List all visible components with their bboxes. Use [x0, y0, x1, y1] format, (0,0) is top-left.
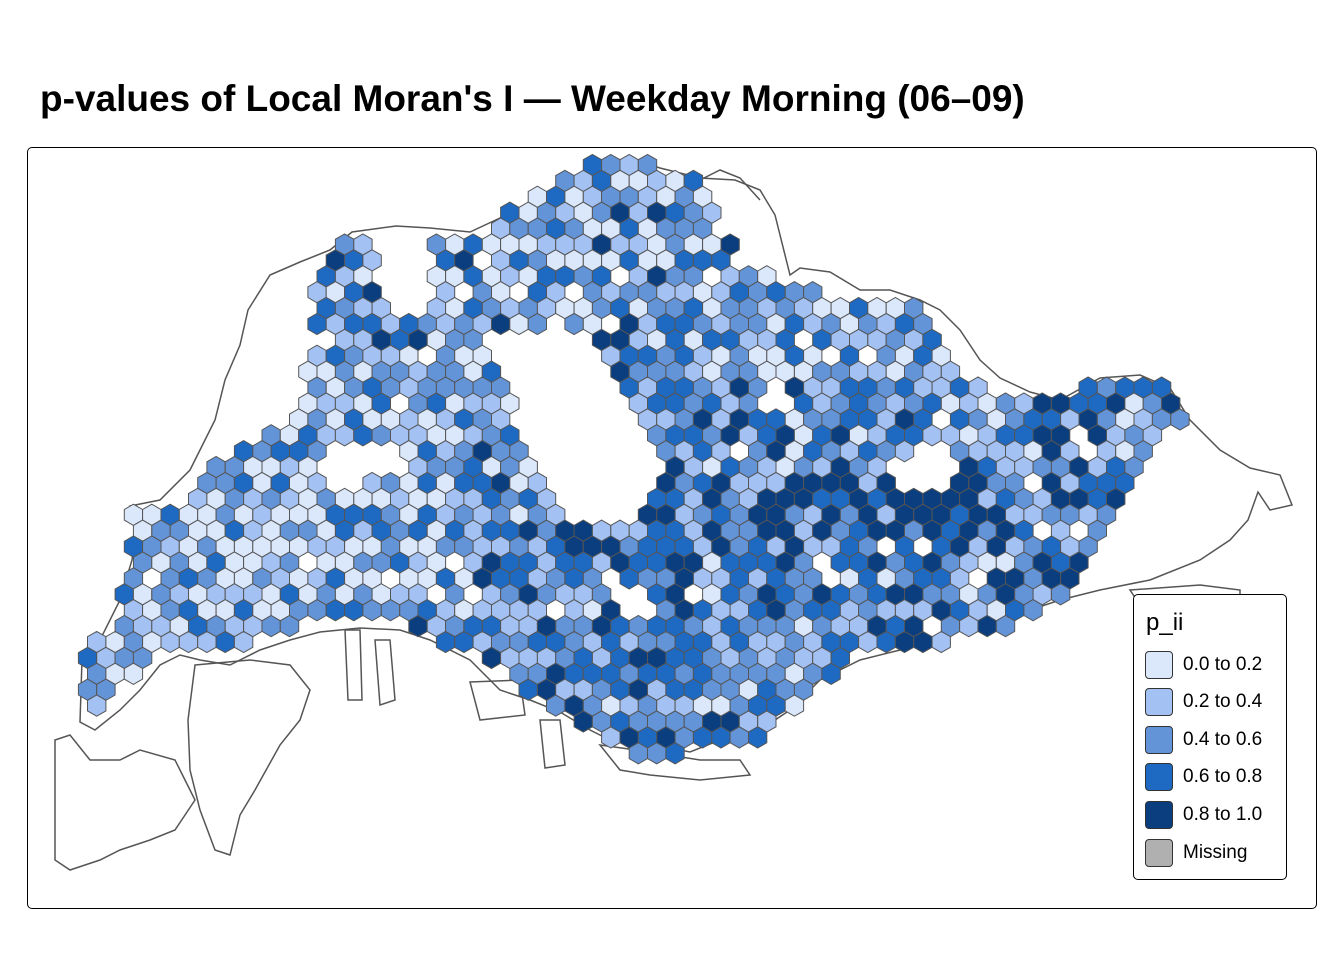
legend-label: 0.8 to 1.0	[1183, 804, 1263, 825]
hex-cell	[491, 312, 511, 336]
legend-label: 0.2 to 0.4	[1183, 691, 1263, 712]
hex-cell	[628, 742, 648, 765]
pier-c	[469, 679, 526, 721]
hex-cell	[1170, 408, 1190, 431]
legend-item-4: 0.8 to 1.0	[1145, 800, 1262, 830]
hex-cell	[509, 312, 529, 336]
hex-cell	[858, 630, 878, 654]
legend-swatch	[1145, 726, 1173, 754]
hex-cell	[160, 630, 180, 654]
hex-cell	[711, 726, 731, 749]
hex-cell	[959, 614, 979, 638]
hex-cell	[894, 630, 915, 654]
hex-cell	[573, 710, 593, 733]
hex-cell	[87, 694, 107, 717]
legend-item-1: 0.2 to 0.4	[1145, 687, 1262, 717]
hex-cell	[1023, 599, 1043, 622]
hex-cell	[748, 726, 768, 749]
legend-label: 0.4 to 0.6	[1183, 729, 1263, 750]
hex-cell	[435, 630, 456, 654]
hex-cell	[279, 614, 300, 638]
legend-item-3: 0.6 to 0.8	[1145, 762, 1262, 792]
legend-item-5: Missing	[1145, 838, 1247, 868]
hex-cell	[995, 614, 1016, 638]
legend-swatch	[1145, 839, 1173, 867]
hex-cell	[408, 614, 428, 638]
hex-cell	[454, 630, 474, 654]
legend-item-2: 0.4 to 0.6	[1145, 725, 1262, 755]
hex-cell	[344, 599, 364, 622]
hex-cell	[821, 662, 841, 685]
hex-cell	[325, 599, 346, 622]
southern-reclaimed-land	[54, 734, 196, 871]
hex-cell	[876, 630, 896, 654]
hex-grid	[77, 153, 1190, 765]
hex-cell	[371, 424, 391, 447]
hex-cell	[894, 440, 915, 463]
hex-cell	[1050, 583, 1071, 606]
hex-cell	[665, 742, 685, 765]
hex-cell	[564, 312, 584, 336]
western-pier	[344, 629, 363, 701]
hex-cell	[123, 662, 144, 685]
hex-cell	[215, 630, 235, 654]
hex-cell	[692, 726, 713, 749]
hex-cell	[178, 630, 199, 654]
hex-cell	[784, 694, 805, 717]
southern-pier	[539, 719, 566, 769]
hex-cell	[197, 630, 217, 654]
legend-title: p_ii	[1146, 609, 1184, 636]
hex-cell	[307, 312, 327, 336]
hex-cell	[353, 424, 373, 447]
pier-b	[374, 639, 396, 707]
hex-cell	[601, 726, 621, 749]
hex-cell	[261, 614, 281, 638]
hex-cell	[362, 599, 382, 622]
map-title: p-values of Local Moran's I — Weekday Mo…	[40, 78, 1025, 119]
legend-swatch	[1145, 651, 1173, 679]
legend-item-0: 0.0 to 0.2	[1145, 650, 1262, 680]
hex-cell	[233, 630, 254, 654]
legend-label: Missing	[1183, 842, 1248, 863]
hex-cell	[729, 726, 749, 749]
hex-cell	[334, 424, 355, 447]
hex-cell	[546, 694, 566, 717]
hex-cell	[518, 678, 538, 701]
hex-cell	[307, 599, 327, 622]
hex-cell	[380, 599, 401, 622]
legend-swatch	[1145, 801, 1173, 829]
hex-cell	[977, 614, 997, 638]
hex-cell	[481, 646, 502, 670]
legend-swatch	[1145, 688, 1173, 716]
jurong-island-outline	[187, 659, 311, 856]
legend: p_ii 0.0 to 0.2 0.2 to 0.4 0.4 to 0.6 0.…	[1133, 594, 1287, 880]
hex-cell	[527, 312, 547, 336]
hex-cell	[922, 424, 942, 447]
legend-swatch	[1145, 763, 1173, 791]
hex-cell	[647, 742, 667, 765]
hex-cell	[931, 630, 951, 654]
legend-label: 0.0 to 0.2	[1183, 654, 1263, 675]
hex-cell	[913, 630, 933, 654]
northeast-line	[699, 169, 761, 201]
hex-cell	[619, 567, 639, 590]
legend-label: 0.6 to 0.8	[1183, 766, 1263, 787]
